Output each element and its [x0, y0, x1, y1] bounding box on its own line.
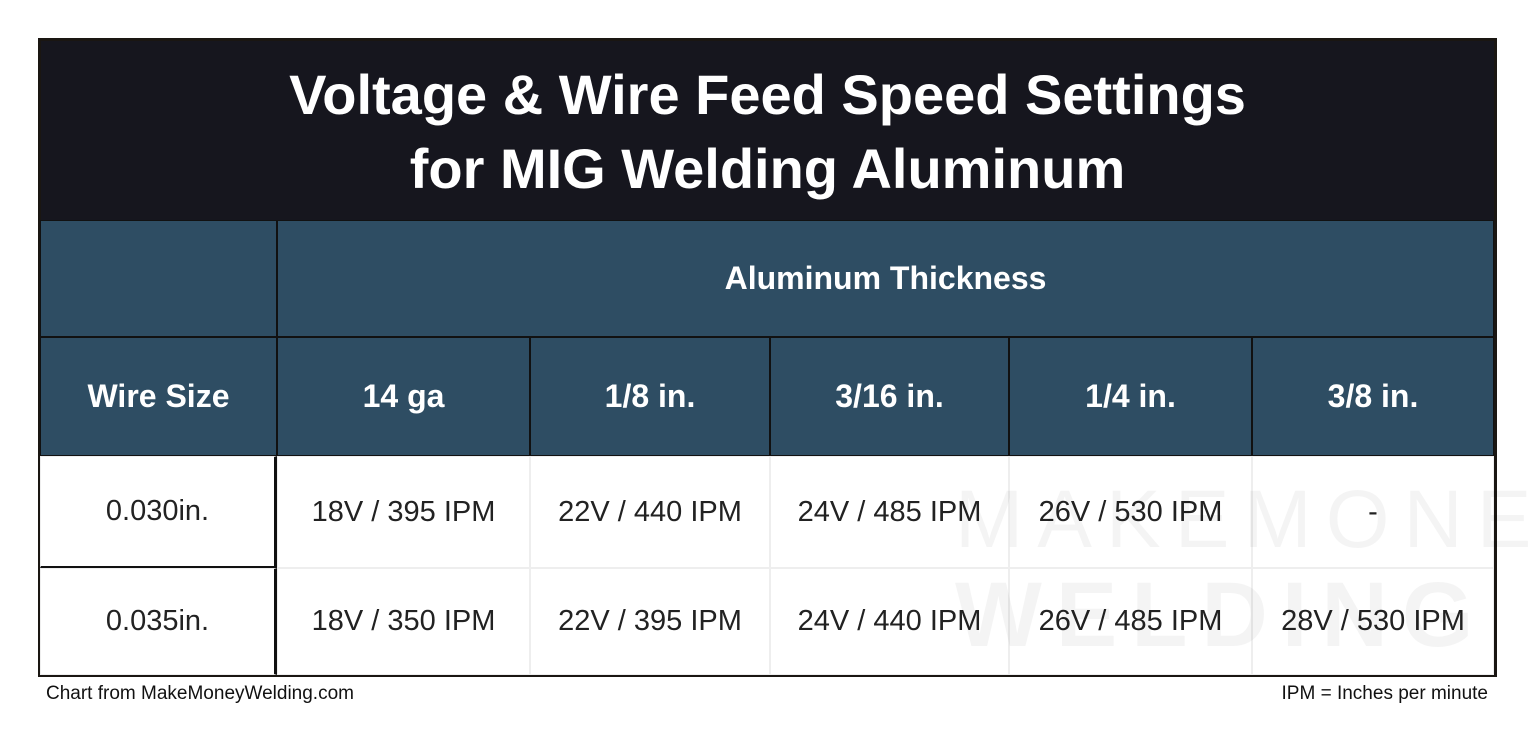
table-cell: 22V / 440 IPM — [530, 456, 770, 568]
column-header: 3/16 in. — [770, 337, 1009, 456]
table-cell: 28V / 530 IPM — [1252, 568, 1494, 675]
table-cell: 18V / 395 IPM — [277, 456, 530, 568]
table-cell: 26V / 485 IPM — [1009, 568, 1252, 675]
unit-note: IPM = Inches per minute — [1281, 683, 1488, 704]
table-cell: 18V / 350 IPM — [277, 568, 530, 675]
column-header: 14 ga — [277, 337, 530, 456]
table-cell: 0.035in. — [40, 568, 277, 675]
column-header: 3/8 in. — [1252, 337, 1494, 456]
title-line: Voltage & Wire Feed Speed Settings — [289, 62, 1246, 126]
table-cell: 26V / 530 IPM — [1009, 456, 1252, 568]
table-cell: - — [1252, 456, 1494, 568]
group-header: Aluminum Thickness — [277, 220, 1494, 337]
column-header: 1/4 in. — [1009, 337, 1252, 456]
title-line: for MIG Welding Aluminum — [409, 136, 1126, 200]
watermark: MAKEMONEY — [955, 470, 1536, 570]
watermark: WELDING — [955, 560, 1495, 670]
table-cell: 24V / 440 IPM — [770, 568, 1009, 675]
column-header: Wire Size — [40, 337, 277, 456]
table-cell: 0.030in. — [40, 456, 277, 568]
column-header: 1/8 in. — [530, 337, 770, 456]
header-cell — [40, 220, 277, 337]
table-cell: 22V / 395 IPM — [530, 568, 770, 675]
source-note: Chart from MakeMoneyWelding.com — [46, 683, 354, 704]
table-cell: 24V / 485 IPM — [770, 456, 1009, 568]
